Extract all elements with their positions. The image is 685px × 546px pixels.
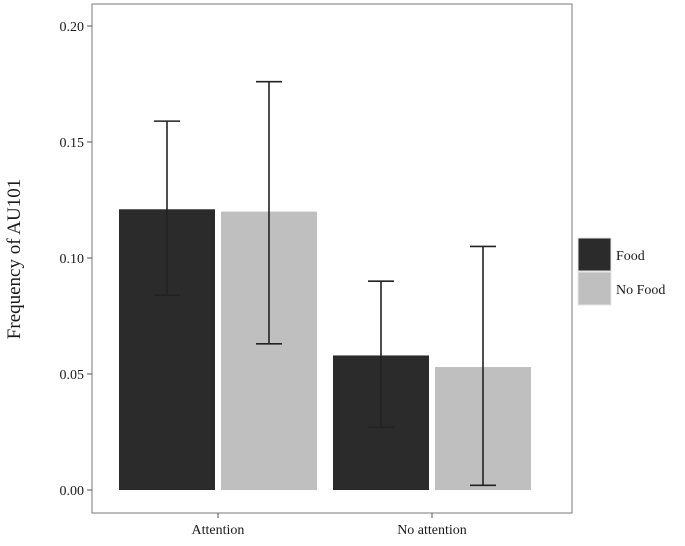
y-tick-label: 0.05 — [60, 368, 85, 383]
legend: Food No Food — [577, 237, 665, 306]
x-tick-label: Attention — [192, 523, 245, 538]
legend-label: No Food — [616, 283, 665, 298]
legend-swatch-food — [577, 237, 612, 272]
legend-swatch-no-food — [577, 271, 612, 306]
y-axis-title: Frequency of AU101 — [4, 179, 25, 339]
y-tick-label: 0.15 — [60, 136, 85, 151]
x-axis: Attention No attention — [192, 513, 467, 538]
bars-layer — [119, 209, 531, 490]
error-bars-layer — [154, 80, 496, 487]
y-tick-label: 0.10 — [60, 252, 85, 267]
x-tick-label: No attention — [397, 523, 467, 538]
y-tick-label: 0.20 — [60, 20, 85, 35]
y-tick-label: 0.00 — [60, 484, 85, 499]
legend-label: Food — [616, 249, 645, 264]
y-axis: 0.00 0.05 0.10 0.15 0.20 — [60, 20, 92, 499]
